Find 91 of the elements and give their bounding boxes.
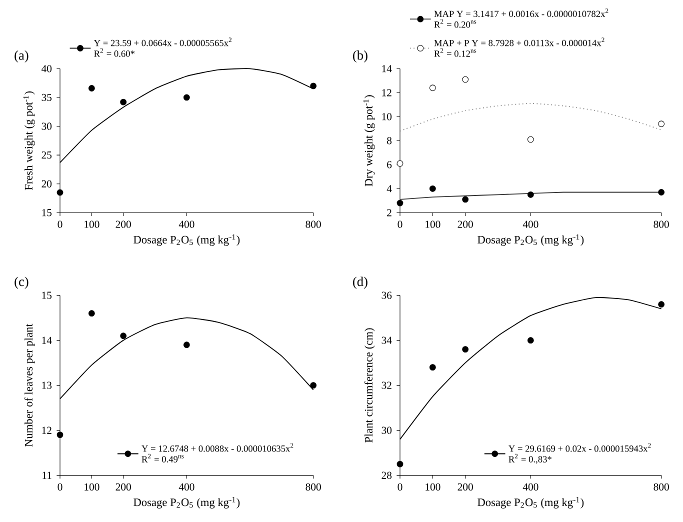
legend-label: Y = 29.6169 + 0.02x - 0.000015943x$^{2}$ <box>508 443 651 452</box>
text: R$^{2}$ = 0.20$^{ns}$ <box>434 19 476 28</box>
y-tick-label: 20 <box>42 180 52 188</box>
x-tick-label: 800 <box>306 220 321 228</box>
chart-title: (c) <box>14 276 28 289</box>
y-tick-label: 14 <box>382 65 392 72</box>
x-axis-title: Dosage P$_{2}$O$_{5}$ (mg kg$^{-1}$) <box>478 234 584 246</box>
point <box>429 84 436 92</box>
point <box>396 160 404 167</box>
point <box>429 364 436 371</box>
x-axis-title: Dosage P$_{2}$O$_{5}$ (mg kg$^{-1}$) <box>478 497 584 508</box>
point <box>183 94 190 101</box>
y-axis-title: Number of leaves per plant <box>24 324 35 447</box>
y-tick-label: 11 <box>42 472 52 479</box>
y-tick-label: 15 <box>42 209 52 216</box>
x-tick-label: 400 <box>522 220 538 228</box>
x-tick-label: 0 <box>398 220 402 228</box>
y-tick-label: 12 <box>42 426 52 434</box>
x-tick-label: 200 <box>116 220 131 228</box>
point <box>396 460 404 468</box>
legend-label: MAP Y = 3.1417 + 0.0016x - 0.0000010782x$^{2}$ <box>434 8 608 18</box>
point <box>658 120 665 128</box>
x-tick-label: 200 <box>458 483 473 491</box>
point <box>120 332 127 340</box>
point <box>527 136 534 143</box>
y-tick-label: 34 <box>382 336 392 344</box>
x-tick-label: 400 <box>178 483 194 491</box>
y-tick-label: 30 <box>42 122 52 130</box>
x-tick-label: 0 <box>398 483 402 491</box>
point <box>88 85 95 92</box>
y-axis-title: Fresh weight (g pot$^{-1}$) <box>23 91 35 190</box>
y-tick-label: 25 <box>42 151 52 159</box>
x-tick-label: 400 <box>522 483 538 491</box>
point <box>120 98 127 106</box>
legend-label: MAP + P Y = 8.7928 + 0.0113x - 0.000014x$^{2}$ <box>434 38 604 46</box>
point <box>429 185 436 192</box>
text: R$^{2}$ = 0.12$^{ns}$ <box>434 48 476 57</box>
x-tick-label: 200 <box>116 483 131 491</box>
point <box>310 382 317 389</box>
chart-title: (b) <box>353 50 368 63</box>
point <box>462 76 469 83</box>
x-tick-label: 800 <box>654 483 669 491</box>
line-series <box>400 102 662 132</box>
y-tick-label: 14 <box>42 336 52 344</box>
y-tick-label: 32 <box>382 382 392 389</box>
x-tick-label: 100 <box>426 483 440 491</box>
y-tick-label: 4 <box>386 185 392 192</box>
point <box>56 189 64 196</box>
y-tick-label: 30 <box>382 426 392 434</box>
point <box>462 346 469 353</box>
x-tick-label: 100 <box>84 220 100 228</box>
point <box>56 432 64 438</box>
x-tick-label: 0 <box>58 220 62 228</box>
chart-title: (a) <box>14 50 28 63</box>
x-axis-title: Dosage P$_{2}$O$_{5}$ (mg kg$^{-1}$) <box>134 497 240 508</box>
point <box>88 310 95 317</box>
point <box>310 82 317 90</box>
legend-label: Y = 23.59 + 0.0664x - 0.00005565x$^{2}$ <box>94 38 232 46</box>
annotation: R$^{2}$ = 0.,83* <box>508 454 552 464</box>
y-tick-label: 13 <box>42 382 52 389</box>
point <box>396 200 404 206</box>
x-tick-label: 0 <box>58 483 62 491</box>
y-tick-label: 10 <box>382 113 392 120</box>
legend-label: Y = 12.6748 + 0.0088x - 0.000010635x$^{2}$ <box>142 443 294 452</box>
y-tick-label: 2 <box>387 209 392 216</box>
x-tick-label: 400 <box>178 220 194 228</box>
point <box>658 301 665 308</box>
x-axis-title: Dosage P$_{2}$O$_{5}$ (mg kg$^{-1}$) <box>134 234 240 246</box>
point <box>658 189 665 196</box>
y-tick-label: 40 <box>42 65 52 72</box>
point <box>527 337 534 344</box>
x-tick-label: 800 <box>654 220 669 228</box>
point <box>462 196 469 203</box>
y-tick-label: 8 <box>387 137 392 144</box>
chart-title: (d) <box>353 276 368 289</box>
x-tick-label: 100 <box>84 483 100 491</box>
y-tick-label: 15 <box>42 292 52 299</box>
text: R$^{2}$ = 0.60* <box>94 48 135 57</box>
x-tick-label: 100 <box>426 220 440 228</box>
annotation: R$^{2}$ = 0.49$^{ns}$ <box>142 454 184 462</box>
y-tick-label: 35 <box>42 94 52 102</box>
y-axis-title: Plant circumference (cm) <box>364 328 375 443</box>
point <box>527 191 534 198</box>
point <box>183 342 190 348</box>
x-tick-label: 800 <box>306 483 321 491</box>
x-tick-label: 200 <box>458 220 473 228</box>
y-axis-title: Dry weight (g pot$^{-1}$) <box>363 95 375 186</box>
y-tick-label: 36 <box>382 292 392 299</box>
y-tick-label: 6 <box>387 161 392 168</box>
y-tick-label: 12 <box>382 89 392 96</box>
y-tick-label: 28 <box>382 472 392 479</box>
